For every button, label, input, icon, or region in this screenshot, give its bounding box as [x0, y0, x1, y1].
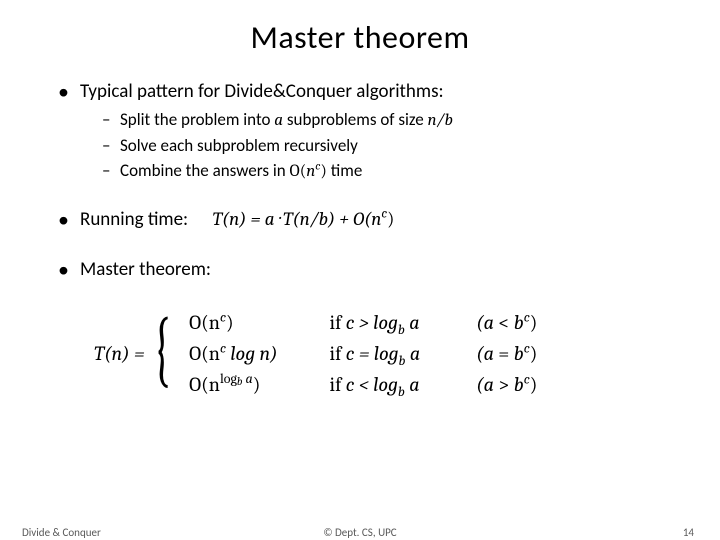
case-row-3: O(nlogb a) if c < logb a (a > bc) [189, 369, 566, 400]
footer-center: © Dept. CS, UPC [0, 526, 720, 539]
sub-bullet-solve: Solve each subproblem recursively [102, 135, 672, 158]
footer-right: 14 [683, 526, 694, 539]
math-n-over-b: n/b [428, 111, 453, 130]
master-theorem-equation: T(n) = { O(nc) if c > logb a (a < bc) O(… [94, 307, 672, 400]
case-row-1: O(nc) if c > logb a (a < bc) [189, 307, 566, 338]
case3-expr: O(nlogb a) [189, 369, 329, 400]
slide-container: Master theorem Typical pattern for Divid… [0, 0, 720, 540]
case1-cond: if c > logb a [330, 307, 477, 338]
left-brace: { [153, 307, 171, 400]
master-lhs: T(n) = [94, 340, 145, 367]
bullet-pattern-text: Typical pattern for Divide&Conquer algor… [80, 80, 444, 103]
case1-paren: (a < bc) [476, 307, 566, 338]
sub-bullet-combine: Combine the answers in O(nc) time [102, 160, 672, 184]
running-time-equation: T(n) = a · T(n/b) + O(nc) [212, 207, 394, 233]
case3-cond: if c < logb a [330, 369, 477, 400]
case2-expr: O(nc log n) [189, 338, 329, 369]
case2-paren: (a = bc) [476, 338, 566, 369]
math-onc: O(nc) [290, 162, 327, 181]
case1-expr: O(nc) [189, 307, 329, 338]
bullet-master-theorem: Master theorem: [58, 257, 672, 283]
sub-bullet-list: Split the problem into a subproblems of … [80, 109, 672, 184]
case2-cond: if c = logb a [330, 338, 477, 369]
bullet-running-time: Running time: T(n) = a · T(n/b) + O(nc) [58, 207, 672, 233]
cases-table: O(nc) if c > logb a (a < bc) O(nc log n)… [189, 307, 566, 400]
page-title: Master theorem [48, 18, 672, 57]
sub-bullet-split: Split the problem into a subproblems of … [102, 109, 672, 133]
brace-wrap: { O(nc) if c > logb a (a < bc) O(nc log … [153, 307, 567, 400]
case-row-2: O(nc log n) if c = logb a (a = bc) [189, 338, 566, 369]
math-a: a [274, 111, 283, 130]
bullet-pattern: Typical pattern for Divide&Conquer algor… [58, 79, 672, 183]
slide-content: Typical pattern for Divide&Conquer algor… [48, 79, 672, 400]
case3-paren: (a > bc) [476, 369, 566, 400]
bullet-list: Typical pattern for Divide&Conquer algor… [48, 79, 672, 283]
